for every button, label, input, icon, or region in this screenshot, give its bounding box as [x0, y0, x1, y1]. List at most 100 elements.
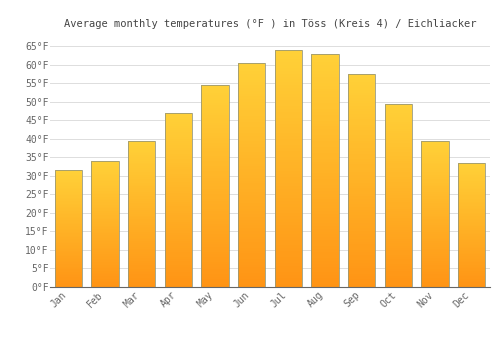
Bar — [311, 197, 339, 199]
Bar — [91, 229, 119, 230]
Bar — [201, 201, 229, 204]
Bar — [274, 91, 302, 94]
Bar — [384, 259, 412, 262]
Bar — [128, 174, 156, 175]
Bar — [274, 260, 302, 263]
Bar — [91, 225, 119, 227]
Bar — [348, 92, 376, 95]
Bar — [458, 222, 485, 223]
Bar — [348, 159, 376, 162]
Bar — [128, 234, 156, 236]
Bar — [274, 201, 302, 204]
Bar — [311, 226, 339, 229]
Bar — [274, 65, 302, 68]
Bar — [128, 223, 156, 225]
Bar — [311, 97, 339, 100]
Bar — [54, 221, 82, 223]
Bar — [421, 261, 448, 263]
Bar — [274, 156, 302, 160]
Bar — [421, 284, 448, 285]
Bar — [238, 183, 266, 186]
Bar — [54, 226, 82, 227]
Bar — [238, 96, 266, 99]
Bar — [91, 191, 119, 193]
Bar — [458, 214, 485, 216]
Bar — [238, 147, 266, 150]
Bar — [238, 245, 266, 248]
Bar — [421, 234, 448, 236]
Bar — [311, 80, 339, 83]
Bar — [164, 263, 192, 265]
Bar — [384, 280, 412, 282]
Bar — [91, 208, 119, 210]
Bar — [238, 141, 266, 144]
Bar — [128, 144, 156, 146]
Bar — [54, 220, 82, 221]
Bar — [458, 180, 485, 181]
Bar — [164, 198, 192, 200]
Bar — [164, 113, 192, 287]
Bar — [274, 269, 302, 272]
Bar — [201, 85, 229, 88]
Bar — [421, 214, 448, 216]
Bar — [421, 175, 448, 177]
Bar — [238, 192, 266, 195]
Bar — [238, 234, 266, 237]
Bar — [238, 237, 266, 239]
Bar — [384, 266, 412, 269]
Bar — [458, 239, 485, 240]
Bar — [128, 225, 156, 226]
Bar — [384, 170, 412, 172]
Bar — [384, 209, 412, 211]
Bar — [274, 186, 302, 189]
Bar — [128, 172, 156, 174]
Bar — [54, 237, 82, 239]
Bar — [238, 105, 266, 108]
Bar — [201, 161, 229, 163]
Bar — [164, 259, 192, 261]
Bar — [164, 189, 192, 191]
Bar — [91, 219, 119, 221]
Bar — [54, 265, 82, 267]
Bar — [54, 243, 82, 245]
Bar — [128, 159, 156, 161]
Bar — [128, 265, 156, 267]
Bar — [238, 251, 266, 253]
Bar — [384, 184, 412, 186]
Bar — [164, 250, 192, 252]
Bar — [274, 94, 302, 97]
Bar — [128, 203, 156, 205]
Bar — [311, 86, 339, 89]
Bar — [164, 132, 192, 135]
Bar — [91, 233, 119, 235]
Bar — [458, 278, 485, 279]
Bar — [128, 230, 156, 232]
Bar — [201, 211, 229, 214]
Bar — [348, 250, 376, 252]
Bar — [458, 236, 485, 237]
Bar — [128, 142, 156, 144]
Bar — [238, 217, 266, 220]
Bar — [238, 113, 266, 116]
Bar — [201, 209, 229, 211]
Title: Average monthly temperatures (°F ) in Töss (Kreis 4) / Eichliacker: Average monthly temperatures (°F ) in Tö… — [64, 19, 476, 29]
Bar — [458, 208, 485, 209]
Bar — [201, 150, 229, 153]
Bar — [458, 272, 485, 273]
Bar — [458, 189, 485, 191]
Bar — [54, 210, 82, 211]
Bar — [348, 191, 376, 194]
Bar — [348, 167, 376, 170]
Bar — [91, 213, 119, 215]
Bar — [164, 121, 192, 124]
Bar — [421, 155, 448, 157]
Bar — [128, 260, 156, 261]
Bar — [274, 275, 302, 278]
Bar — [128, 254, 156, 256]
Bar — [201, 249, 229, 252]
Bar — [421, 150, 448, 152]
Bar — [238, 195, 266, 197]
Bar — [54, 176, 82, 177]
Bar — [421, 188, 448, 190]
Bar — [164, 143, 192, 146]
